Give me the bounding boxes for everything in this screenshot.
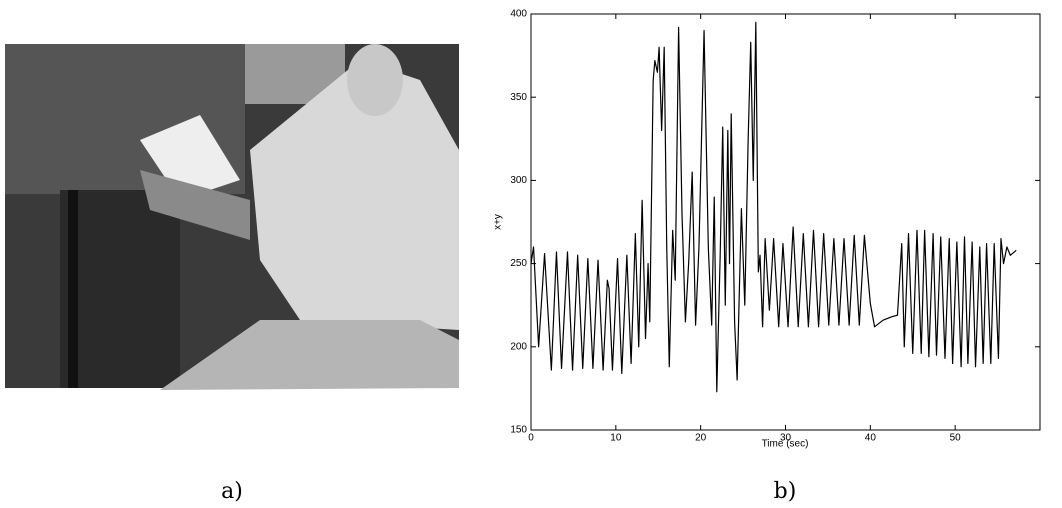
x-tick-label: 50: [950, 433, 962, 444]
y-tick-label: 350: [510, 92, 527, 103]
y-tick-label: 250: [510, 258, 527, 269]
x-tick-label: 10: [610, 433, 622, 444]
data-line: [530, 21, 1017, 393]
x-axis-label: Time (sec): [762, 439, 809, 450]
caption: b): [774, 479, 797, 504]
y-tick-label: 400: [510, 9, 527, 20]
x-tick-label: 40: [865, 433, 877, 444]
photo: [5, 44, 459, 390]
y-tick-label: 300: [510, 175, 527, 186]
x-tick-label: 30: [780, 433, 792, 444]
x-tick-label: 0: [528, 433, 534, 444]
plot-frame: [530, 13, 1041, 431]
caption: a): [221, 479, 243, 504]
y-tick-label: 200: [510, 341, 527, 352]
x-tick-label: 20: [695, 433, 707, 444]
line-chart: Time (sec) x+y 0 10 20 30 40 50 150 200 250 300 35…: [493, 9, 1041, 450]
y-axis-label: x+y: [493, 214, 504, 230]
y-tick-label: 150: [510, 425, 527, 436]
